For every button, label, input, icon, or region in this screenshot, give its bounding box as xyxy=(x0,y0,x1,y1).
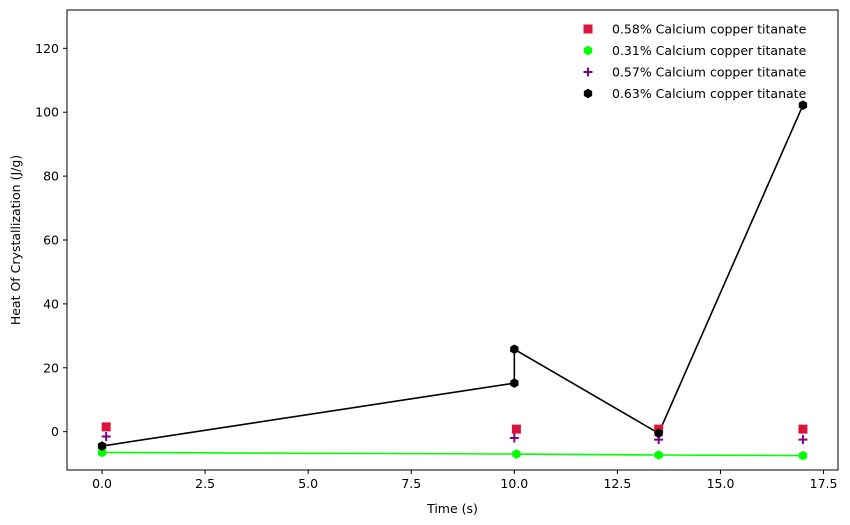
data-point-series-3 xyxy=(654,428,663,439)
y-tick-label: 100 xyxy=(35,105,59,120)
plot-frame xyxy=(66,9,839,471)
y-tick-label: 120 xyxy=(35,41,59,56)
legend-label-0: 0.58% Calcium copper titanate xyxy=(612,22,807,37)
data-point-series-3 xyxy=(97,441,107,451)
data-point-series-1 xyxy=(97,447,107,458)
x-tick-label: 2.5 xyxy=(195,476,215,491)
legend-label-2: 0.57% Calcium copper titanate xyxy=(612,65,807,80)
legend-marker-2 xyxy=(583,67,593,77)
x-tick-label: 12.5 xyxy=(603,476,631,491)
data-point-series-3 xyxy=(510,344,519,355)
data-point-series-0 xyxy=(101,422,111,432)
y-axis-ticks: 0 20 40 60 80 100 120 xyxy=(35,41,67,439)
legend: 0.58% Calcium copper titanate 0.31% Calci… xyxy=(583,22,807,101)
legend-label-1: 0.31% Calcium copper titanate xyxy=(612,43,807,58)
x-tick-label: 15.0 xyxy=(707,476,735,491)
x-tick-label: 7.5 xyxy=(401,476,421,491)
y-tick-label: 60 xyxy=(43,233,59,248)
y-tick-label: 40 xyxy=(43,296,59,311)
y-tick-label: 80 xyxy=(43,169,59,184)
data-point-series-1 xyxy=(654,450,663,460)
x-tick-label: 17.5 xyxy=(810,476,838,491)
data-point-series-3 xyxy=(798,100,808,110)
data-point-series-2 xyxy=(101,431,111,441)
y-axis-label: Heat Of Crystallization (J/g) xyxy=(8,155,23,325)
y-tick-label: 20 xyxy=(43,360,59,375)
data-point-series-3 xyxy=(510,378,519,388)
data-point-series-0 xyxy=(511,424,521,434)
data-point-series-0 xyxy=(798,424,808,434)
legend-marker-3 xyxy=(583,88,593,99)
data-point-series-1 xyxy=(512,449,521,459)
x-tick-label: 10.0 xyxy=(500,476,528,491)
series-line-1 xyxy=(102,451,803,457)
data-point-series-2 xyxy=(798,435,808,445)
x-tick-label: 5.0 xyxy=(298,476,318,491)
y-tick-label: 0 xyxy=(51,424,59,439)
x-axis-ticks: 0.0 2.5 5.0 7.5 10.0 12.5 15.0 17.5 xyxy=(92,470,837,491)
x-tick-label: 0.0 xyxy=(92,476,112,491)
legend-label-3: 0.63% Calcium copper titanate xyxy=(612,86,807,101)
data-point-series-1 xyxy=(798,450,808,461)
legend-marker-0 xyxy=(583,24,593,34)
series-markers xyxy=(97,100,808,461)
data-point-series-2 xyxy=(509,433,519,443)
x-axis-label: Time (s) xyxy=(426,501,478,516)
legend-marker-1 xyxy=(583,45,593,56)
